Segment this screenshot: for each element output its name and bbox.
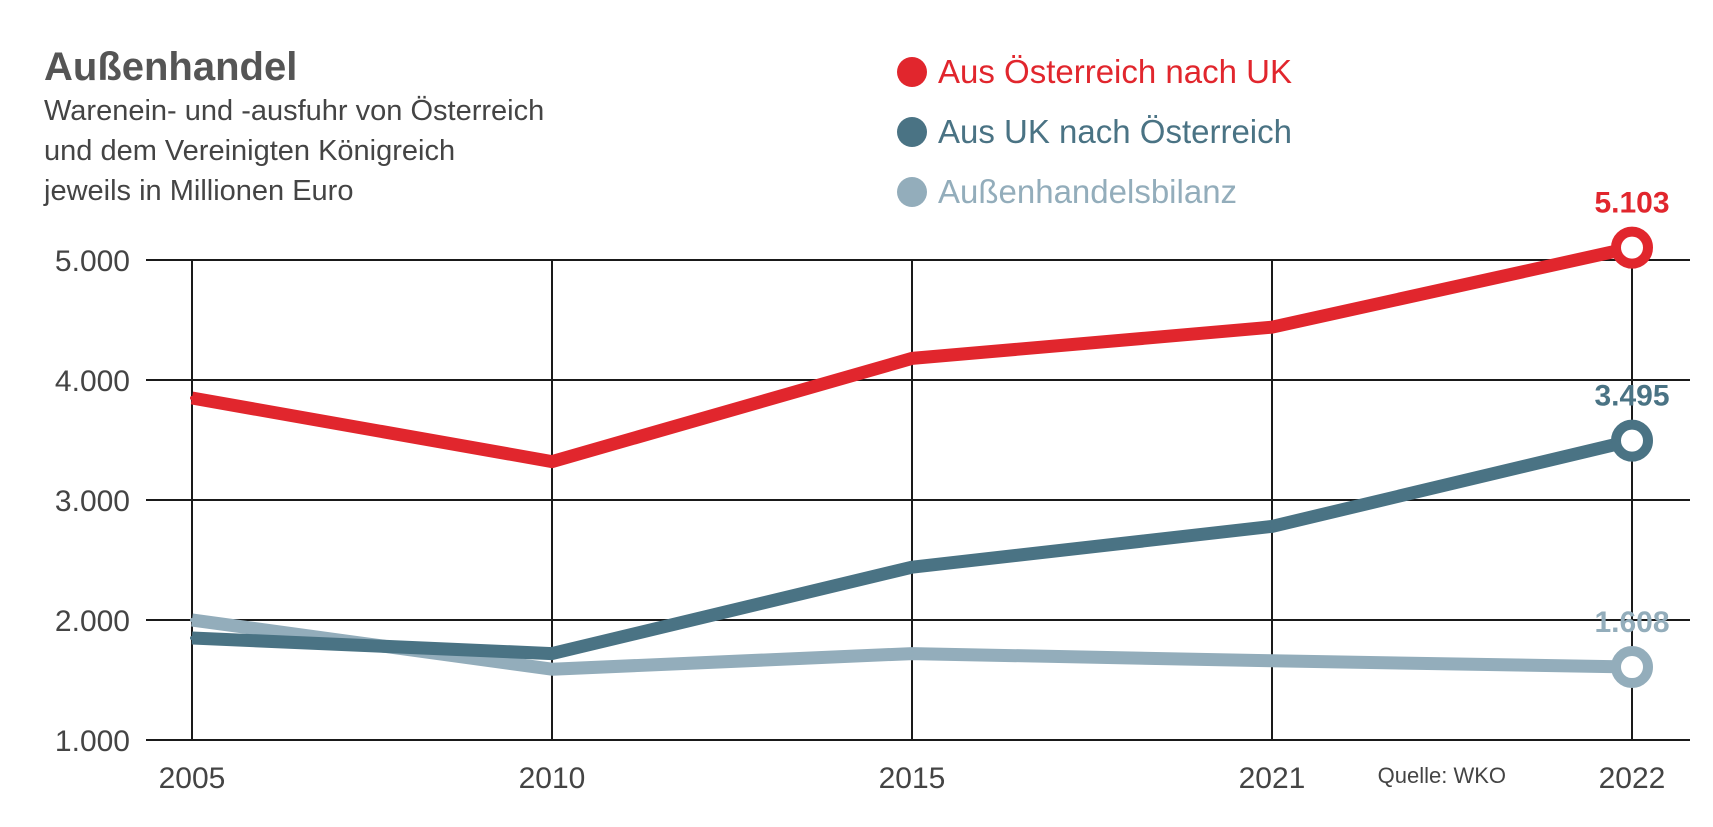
y-tick-label: 1.000: [55, 725, 130, 758]
x-tick-label: 2021: [1239, 762, 1306, 795]
end-marker-dark: [1611, 419, 1653, 462]
data-point-light-2021: [1270, 658, 1274, 663]
data-point-red-2010: [550, 459, 554, 464]
legend-label-dark: Aus UK nach Österreich: [938, 113, 1292, 150]
end-marker-red: [1611, 226, 1653, 269]
legend-marker-light: [897, 177, 927, 207]
source-note: Quelle: WKO: [1378, 763, 1506, 788]
y-tick-label: 2.000: [55, 605, 130, 638]
data-point-red-2021: [1270, 325, 1274, 330]
labels-group: 5.103 3.495 1.608: [1594, 187, 1670, 689]
x-tick-label: 2015: [879, 762, 946, 795]
y-tick-label: 4.000: [55, 365, 130, 398]
x-tick-label: 2005: [159, 762, 226, 795]
grid: 5.000 4.000 3.000 2.000 1.000 2005 2010 2015 202…: [55, 245, 1690, 795]
legend-marker-red: [897, 57, 927, 87]
data-point-red-2005: [190, 396, 194, 400]
data-point-light-2010: [550, 667, 554, 672]
data-point-dark-2015: [910, 565, 914, 570]
data-label-dark: 3.495: [1594, 380, 1669, 413]
data-point-red-2015: [910, 356, 914, 361]
end-marker-light: [1611, 646, 1653, 689]
chart-subtitle-line-2: und dem Vereinigten Königreich: [44, 135, 455, 167]
legend-label-light: Außenhandelsbilanz: [938, 173, 1237, 210]
data-point-light-2015: [910, 651, 914, 656]
data-point-dark-2021: [1270, 524, 1274, 529]
x-tick-label: 2010: [519, 762, 586, 795]
data-point-light-2005: [190, 618, 194, 622]
y-tick-label: 3.000: [55, 485, 130, 518]
x-tick-label: 2022: [1599, 762, 1666, 795]
chart-subtitle-line-3: jeweils in Millionen Euro: [43, 175, 353, 207]
legend-marker-dark: [897, 117, 927, 147]
y-tick-label: 5.000: [55, 245, 130, 278]
data-point-dark-2010: [550, 651, 554, 656]
chart-subtitle-line-1: Warenein- und -ausfuhr von Österreich: [44, 95, 544, 127]
legend: Aus Österreich nach UK Aus UK nach Österr…: [897, 53, 1292, 210]
chart-title: Außenhandel: [44, 45, 297, 89]
data-point-dark-2005: [190, 636, 194, 640]
data-label-light: 1.608: [1594, 606, 1669, 639]
series-group: [190, 241, 1634, 676]
data-label-red: 5.103: [1594, 187, 1669, 220]
legend-label-red: Aus Österreich nach UK: [938, 53, 1292, 90]
